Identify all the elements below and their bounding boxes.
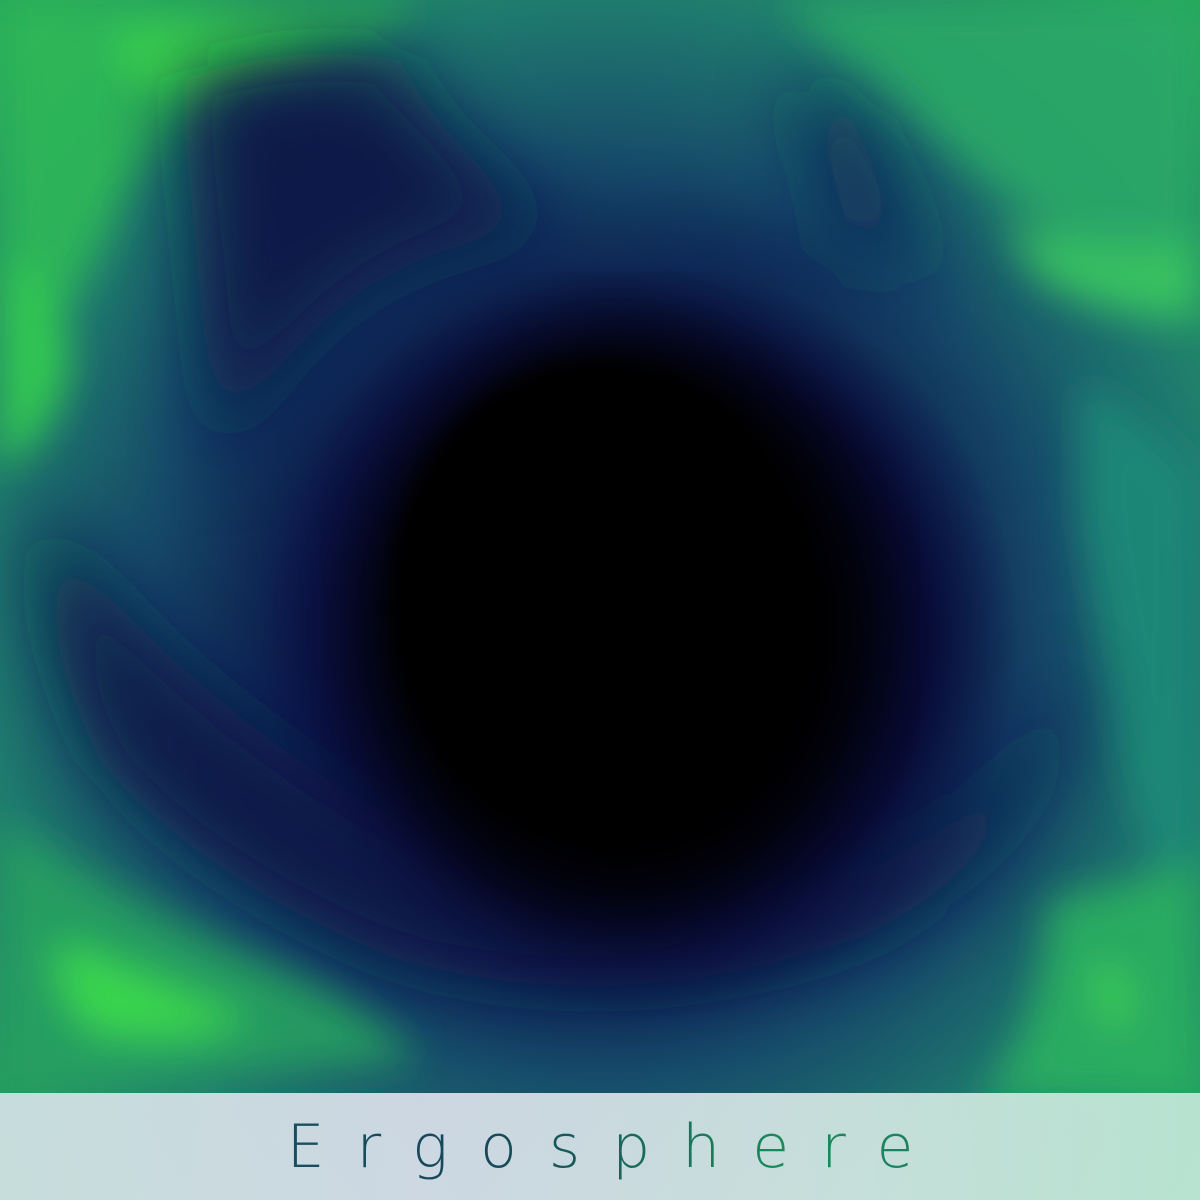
album-title: Ergosphere <box>0 1093 1200 1200</box>
title-band <box>0 1093 1200 1200</box>
